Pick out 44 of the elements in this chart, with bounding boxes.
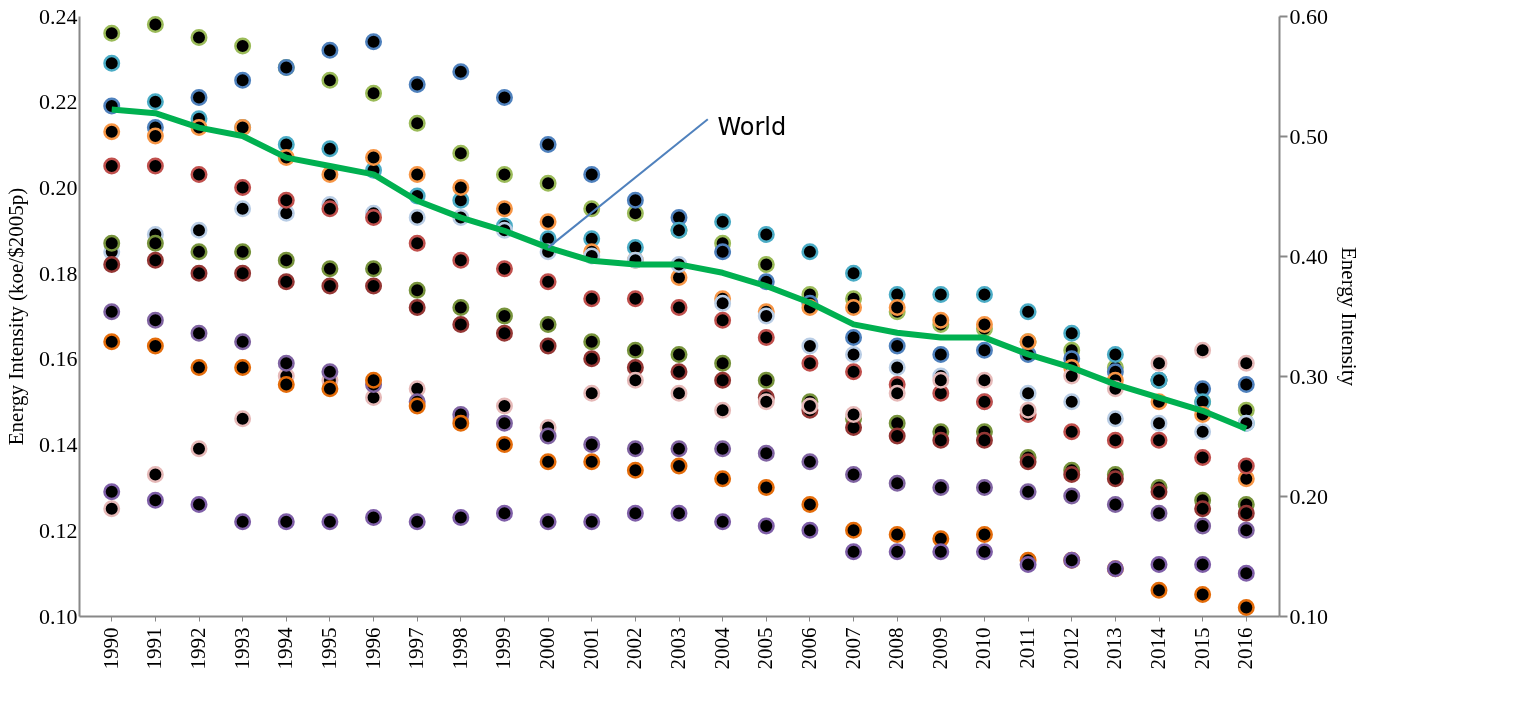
y2-tick-label: 0.40	[1289, 243, 1328, 269]
y2-axis-title: Energy Intensity	[1337, 246, 1361, 387]
y-tick-label: 0.24	[39, 3, 78, 29]
y-tick-label: 0.10	[39, 603, 78, 629]
x-tick-label: 2014	[1146, 627, 1170, 670]
x-tick-label: 1997	[404, 627, 429, 670]
text: World	[717, 113, 787, 142]
x-tick-label: 2012	[1058, 627, 1083, 670]
x-tick-label: 2011	[1015, 627, 1040, 669]
y2-tick-label: 0.10	[1289, 603, 1328, 629]
x-tick-label: 2010	[971, 627, 996, 670]
y-tick-label: 0.14	[39, 432, 78, 458]
x-tick-label: 2008	[884, 627, 909, 670]
x-tick-label: 2004	[709, 627, 734, 670]
x-tick-label: 1994	[273, 627, 298, 670]
y2-tick-label: 0.20	[1289, 483, 1328, 509]
y2-tick-label: 0.50	[1289, 123, 1328, 149]
y-tick-label: 0.12	[39, 517, 78, 543]
x-tick-label: 1991	[142, 627, 167, 670]
x-tick-label: 2015	[1189, 627, 1214, 670]
x-tick-label: 2003	[666, 627, 690, 670]
x-tick-label: 2006	[796, 627, 821, 670]
y2-tick-label: 0.60	[1289, 3, 1328, 29]
x-tick-label: 2002	[622, 627, 647, 670]
x-tick-label: 2007	[840, 627, 865, 670]
x-tick-label: 1998	[447, 627, 472, 670]
x-tick-label: 2013	[1102, 627, 1127, 670]
y-tick-label: 0.20	[39, 174, 78, 200]
x-tick-label: 1999	[491, 627, 516, 670]
y-axis-title: Energy Intensity (koe/$2005p)	[4, 187, 28, 446]
x-tick-label: 1990	[98, 627, 123, 670]
x-tick-label: 2016	[1233, 627, 1258, 670]
x-tick-label: 1993	[229, 627, 254, 670]
y-tick-label: 0.22	[39, 89, 78, 115]
x-tick-label: 2001	[578, 627, 603, 670]
x-tick-label: 2009	[927, 627, 952, 670]
y-tick-label: 0.18	[39, 260, 78, 286]
x-tick-label: 1995	[316, 627, 341, 670]
y2-tick-label: 0.30	[1289, 363, 1328, 389]
x-tick-label: 1996	[360, 627, 385, 670]
x-tick-label: 2000	[535, 627, 560, 670]
x-tick-label: 1992	[186, 627, 210, 670]
x-tick-label: 2005	[753, 627, 778, 670]
y-tick-label: 0.16	[39, 346, 78, 372]
